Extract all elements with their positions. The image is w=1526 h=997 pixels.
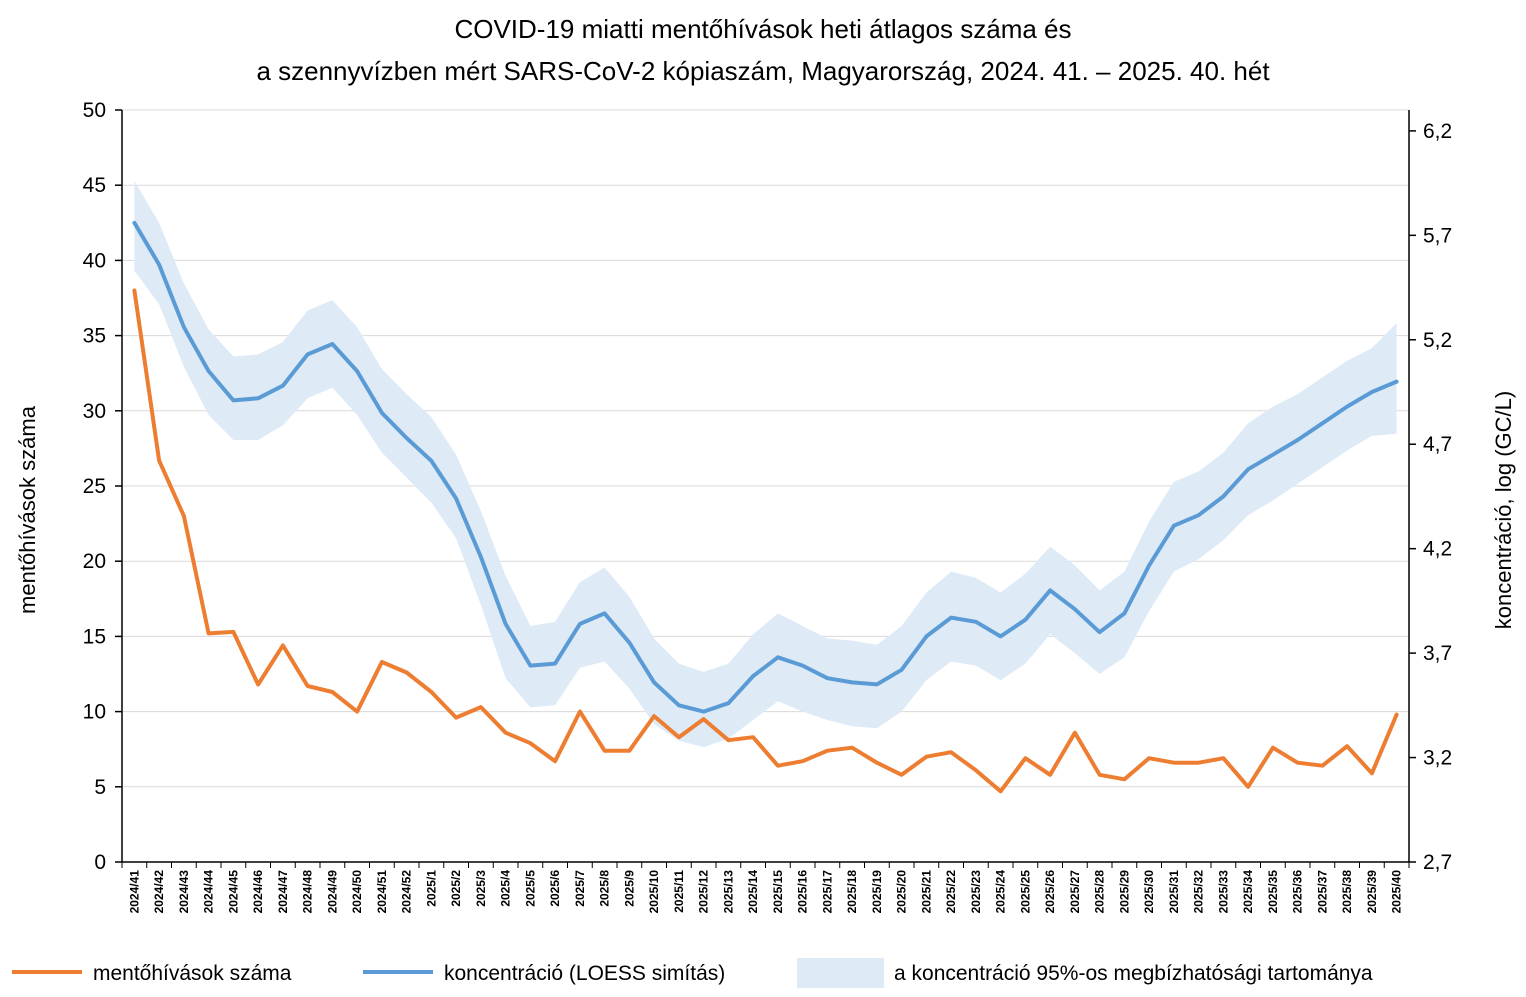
legend-label-band: a koncentráció 95%-os megbízhatósági tar… (894, 962, 1373, 985)
x-tick-label-38: 2025/27 (1068, 870, 1082, 914)
series-line-calls (132, 288, 1399, 794)
x-tick-label-12: 2025/1 (424, 870, 438, 907)
right-tick-label-7: 6,2 (1423, 120, 1452, 143)
x-tick-label-7: 2024/48 (301, 870, 315, 914)
x-tick-label-8: 2024/49 (325, 870, 339, 914)
right-y-ticks: 2,7 3,2 3,7 4,2 4,7 5,2 5,7 6,2 (1409, 120, 1452, 874)
x-tick-label-22: 2025/11 (672, 870, 686, 913)
x-tick-label-35: 2025/24 (994, 870, 1008, 914)
x-tick-label-23: 2025/12 (697, 870, 711, 914)
x-tick-label-40: 2025/29 (1117, 870, 1131, 914)
x-tick-label-18: 2025/7 (573, 870, 587, 907)
left-y-ticks: 0 5 10 15 20 25 30 35 40 45 50 (83, 99, 122, 874)
x-ticks: 2024/41 2024/42 2024/43 2024/44 2024/45 2024/… (121, 862, 1410, 914)
x-tick-label-6: 2024/47 (276, 870, 290, 914)
x-tick-label-49: 2025/38 (1340, 870, 1354, 914)
left-tick-label-3: 15 (83, 625, 106, 648)
x-tick-label-44: 2025/33 (1216, 870, 1230, 914)
legend-label-concentration: koncentráció (LOESS simítás) (444, 962, 725, 985)
x-tick-label-10: 2024/51 (375, 870, 389, 914)
chart-title-line2: a szennyvízben mért SARS-CoV-2 kópiaszám… (256, 56, 1270, 86)
x-tick-label-17: 2025/6 (548, 870, 562, 907)
x-tick-label-31: 2025/20 (895, 870, 909, 914)
legend-label-calls: mentőhívások száma (93, 962, 292, 985)
x-tick-label-16: 2025/5 (523, 870, 537, 907)
right-tick-label-0: 2,7 (1423, 851, 1452, 874)
left-tick-label-1: 5 (94, 776, 106, 799)
right-tick-label-6: 5,7 (1423, 224, 1452, 247)
left-tick-label-8: 40 (83, 249, 106, 272)
x-tick-label-37: 2025/26 (1043, 870, 1057, 914)
left-tick-label-9: 45 (83, 174, 106, 197)
left-tick-label-5: 25 (83, 475, 106, 498)
left-tick-label-0: 0 (94, 851, 106, 874)
x-tick-label-41: 2025/30 (1142, 870, 1156, 914)
x-tick-label-39: 2025/28 (1093, 870, 1107, 914)
x-tick-label-24: 2025/13 (721, 870, 735, 914)
confidence-band (134, 181, 1397, 748)
confidence-band-layer (134, 181, 1397, 748)
chart-title-line1: COVID-19 miatti mentőhívások heti átlago… (454, 14, 1071, 44)
x-tick-label-51: 2025/40 (1390, 870, 1404, 914)
x-tick-label-0: 2024/41 (127, 870, 141, 914)
x-tick-label-48: 2025/37 (1315, 870, 1329, 914)
x-tick-label-3: 2024/44 (202, 870, 216, 914)
x-tick-label-30: 2025/19 (870, 870, 884, 914)
right-tick-label-4: 4,7 (1423, 433, 1452, 456)
x-tick-label-46: 2025/35 (1266, 870, 1280, 914)
x-tick-label-19: 2025/8 (598, 870, 612, 907)
left-tick-label-6: 30 (83, 400, 106, 423)
right-tick-label-2: 3,7 (1423, 642, 1452, 665)
left-tick-label-10: 50 (83, 99, 106, 122)
legend: mentőhívások száma koncentráció (LOESS s… (12, 958, 1373, 988)
left-tick-label-2: 10 (83, 701, 106, 724)
x-tick-label-15: 2025/4 (499, 870, 513, 907)
right-tick-label-3: 4,2 (1423, 538, 1452, 561)
x-tick-label-36: 2025/25 (1018, 870, 1032, 914)
y-axis-label-right: koncentráció, log (GC/L) (1491, 391, 1516, 629)
x-tick-label-43: 2025/32 (1192, 870, 1206, 914)
x-tick-label-1: 2024/42 (152, 870, 166, 914)
x-tick-label-14: 2025/3 (474, 870, 488, 907)
left-tick-label-7: 35 (83, 325, 106, 348)
x-tick-label-2: 2024/43 (177, 870, 191, 914)
x-tick-label-26: 2025/15 (771, 870, 785, 914)
x-tick-label-20: 2025/9 (622, 870, 636, 907)
x-tick-label-5: 2024/46 (251, 870, 265, 914)
right-tick-label-1: 3,2 (1423, 747, 1452, 770)
x-tick-label-29: 2025/18 (845, 870, 859, 914)
x-tick-label-9: 2024/50 (350, 870, 364, 914)
x-tick-label-34: 2025/23 (969, 870, 983, 914)
x-tick-label-45: 2025/34 (1241, 870, 1255, 914)
x-tick-label-4: 2024/45 (226, 870, 240, 914)
left-tick-label-4: 20 (83, 550, 106, 573)
series-layer (132, 220, 1399, 794)
x-tick-label-21: 2025/10 (647, 870, 661, 914)
x-tick-label-47: 2025/36 (1291, 870, 1305, 914)
x-tick-label-33: 2025/22 (944, 870, 958, 914)
legend-swatch-band (797, 958, 884, 988)
x-tick-label-28: 2025/17 (820, 870, 834, 914)
x-tick-label-27: 2025/16 (796, 870, 810, 914)
gridlines (122, 109, 1409, 863)
x-tick-label-32: 2025/21 (919, 870, 933, 914)
x-tick-label-42: 2025/31 (1167, 870, 1181, 914)
x-tick-label-13: 2025/2 (449, 870, 463, 907)
x-tick-label-25: 2025/14 (746, 870, 760, 914)
series-line-concentration (132, 220, 1399, 714)
y-axis-label-left: mentőhívások száma (15, 405, 40, 614)
right-tick-label-5: 5,2 (1423, 329, 1452, 352)
x-tick-label-11: 2024/52 (400, 870, 414, 914)
x-tick-label-50: 2025/39 (1365, 870, 1379, 914)
